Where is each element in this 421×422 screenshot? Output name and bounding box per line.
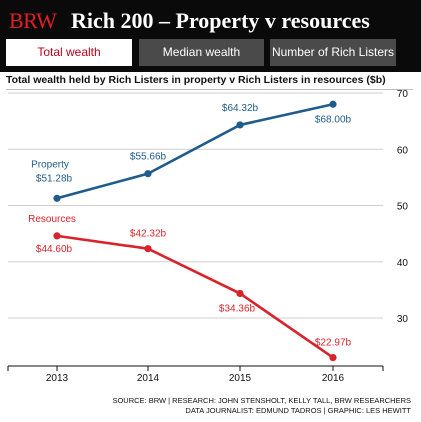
tab-bar: Total wealth Median wealth Number of Ric… (0, 39, 421, 67)
x-tick-label-2016: 2016 (322, 373, 345, 384)
title-divider (6, 89, 413, 90)
brand-logo: BRW (9, 8, 57, 33)
x-tick-label-2015: 2015 (229, 373, 252, 384)
source-credit: SOURCE: BRW | RESEARCH: JOHN STENSHOLT, … (112, 396, 411, 405)
data-label-resources-2013: $44.60b (36, 244, 73, 255)
tab-total-wealth[interactable]: Total wealth (6, 39, 132, 66)
x-tick-label-2014: 2014 (137, 373, 160, 384)
page-title: Rich 200 – Property v resources (71, 8, 370, 33)
data-label-resources-2016: $22.97b (315, 338, 352, 349)
chart-credits: SOURCE: BRW | RESEARCH: JOHN STENSHOLT, … (112, 396, 411, 416)
tab-number-of-rich-listers[interactable]: Number of Rich Listers (270, 39, 396, 66)
x-tick-label-2013: 2013 (46, 373, 69, 384)
series-line-resources (55, 234, 335, 359)
data-label-resources-2015: $34.36b (219, 303, 256, 314)
y-tick-label-50: 50 (397, 202, 409, 213)
graphic-credit: DATA JOURNALIST: EDMUND TADROS | GRAPHIC… (185, 406, 411, 415)
data-point-property-2014 (144, 170, 152, 178)
data-point-resources-2015 (236, 289, 244, 298)
data-label-resources-2014: $42.32b (130, 229, 167, 240)
data-point-resources-2016 (329, 353, 337, 362)
data-label-property-2014: $55.66b (130, 152, 167, 163)
data-point-resources-2014 (144, 245, 152, 253)
y-tick-label-40: 40 (397, 258, 409, 269)
data-point-property-2013 (53, 194, 61, 202)
chart-title: Total wealth held by Rich Listers in pro… (6, 74, 386, 86)
series-line-property (55, 102, 335, 200)
data-label-property-2015: $64.32b (222, 103, 259, 114)
data-label-property-2013: $51.28b (36, 173, 73, 184)
y-tick-label-30: 30 (397, 314, 409, 325)
chart-header: BRW Rich 200 – Property v resources Tota… (0, 0, 421, 72)
data-point-resources-2013 (53, 232, 61, 240)
data-label-property-2016: $68.00b (315, 114, 352, 125)
series-name-property: Property (31, 159, 69, 170)
tab-median-wealth[interactable]: Median wealth (139, 39, 264, 66)
y-tick-label-70: 70 (397, 89, 409, 100)
y-tick-label-60: 60 (397, 145, 409, 156)
series-name-resources: Resources (28, 214, 76, 225)
data-point-property-2015 (236, 121, 244, 129)
data-point-property-2016 (329, 100, 337, 108)
